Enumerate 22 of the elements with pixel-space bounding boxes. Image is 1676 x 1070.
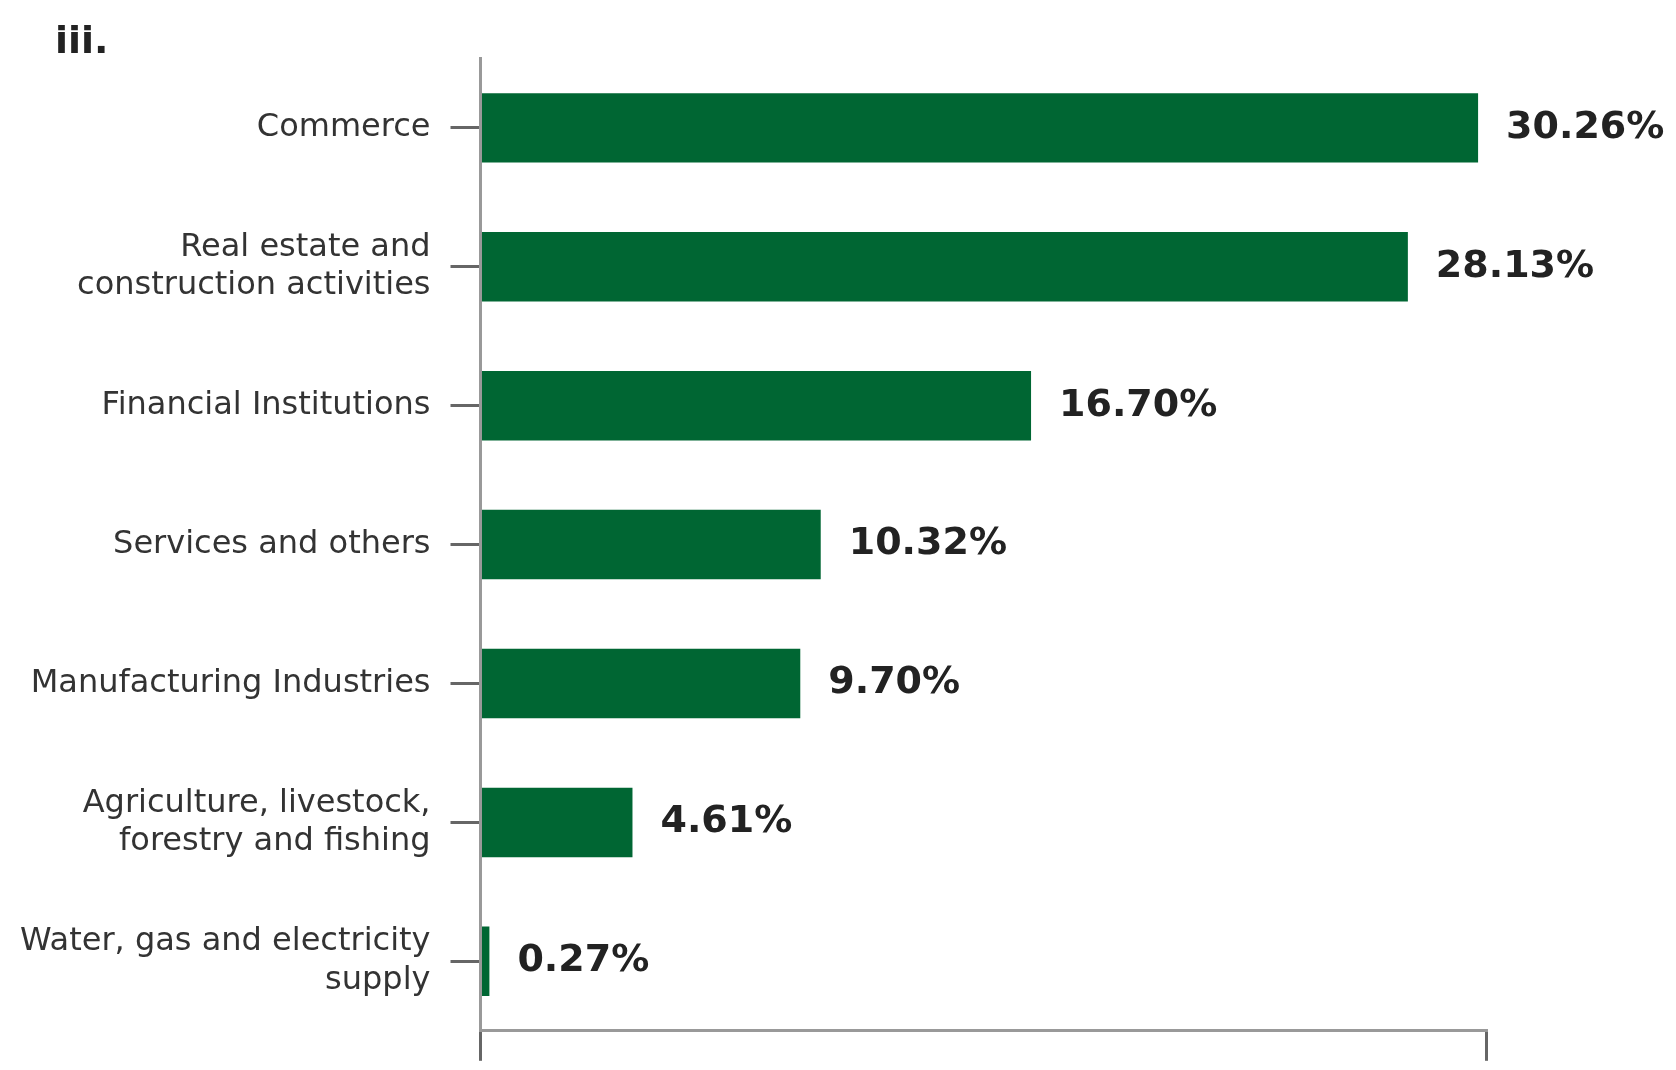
- bar: [482, 926, 490, 997]
- y-tick-label: Real estate and construction activities: [77, 225, 431, 303]
- bar: [482, 509, 821, 580]
- bar: [482, 787, 633, 858]
- data-label: 4.61%: [660, 797, 793, 842]
- y-tick-label: Manufacturing Industries: [30, 661, 431, 700]
- y-tick-label: Financial Institutions: [101, 384, 431, 422]
- data-label: 28.13%: [1435, 241, 1595, 286]
- y-tick-label: Services and others: [113, 522, 431, 561]
- data-label: 16.70%: [1059, 380, 1218, 425]
- bar: [482, 370, 1032, 441]
- data-label: 0.27%: [517, 936, 650, 981]
- y-tick-label: Commerce: [256, 106, 431, 145]
- y-tick-label: Agriculture, livestock, forestry and fishing: [82, 781, 431, 858]
- bar: [482, 648, 801, 719]
- data-label: 9.70%: [828, 658, 961, 703]
- data-label: 30.26%: [1506, 102, 1665, 147]
- bar: [482, 93, 1479, 163]
- bar: [482, 232, 1408, 302]
- y-tick-label: Water, gas and electricity supply: [20, 920, 431, 997]
- text: iii.: [55, 18, 109, 62]
- data-label: 10.32%: [848, 519, 1007, 564]
